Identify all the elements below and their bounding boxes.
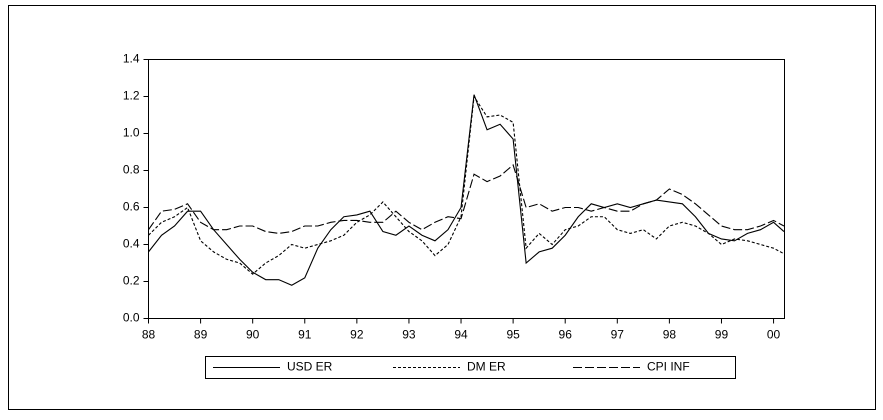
x-tick-label: 90: [246, 328, 260, 342]
x-tick-label: 88: [142, 328, 156, 342]
x-tick-label: 97: [611, 328, 625, 342]
x-tick-label: 99: [715, 328, 729, 342]
x-tick-label: 94: [454, 328, 468, 342]
legend-label: CPI INF: [647, 360, 690, 374]
y-tick-label: 0.6: [123, 200, 140, 214]
y-tick-label: 0.4: [123, 237, 140, 251]
x-tick-label: 00: [767, 328, 781, 342]
y-tick-label: 1.2: [123, 89, 140, 103]
x-tick-label: 89: [194, 328, 208, 342]
legend: [205, 356, 736, 379]
y-tick-label: 0.2: [123, 274, 140, 288]
y-tick-label: 1.4: [123, 52, 140, 66]
x-tick-label: 91: [298, 328, 312, 342]
plot-area: [148, 59, 785, 319]
y-tick-label: 1.0: [123, 126, 140, 140]
x-tick-label: 93: [402, 328, 416, 342]
series-line: [148, 94, 785, 275]
x-tick-label: 98: [663, 328, 677, 342]
series-line: [148, 163, 785, 234]
legend-label: USD ER: [287, 360, 333, 374]
x-tick-label: 92: [350, 328, 364, 342]
frame: [8, 5, 876, 410]
y-tick-label: 0.8: [123, 163, 140, 177]
series-line: [148, 94, 785, 286]
x-tick-label: 95: [506, 328, 520, 342]
x-tick-label: 96: [559, 328, 573, 342]
y-tick-label: 0.0: [123, 311, 140, 325]
legend-label: DM ER: [467, 360, 506, 374]
